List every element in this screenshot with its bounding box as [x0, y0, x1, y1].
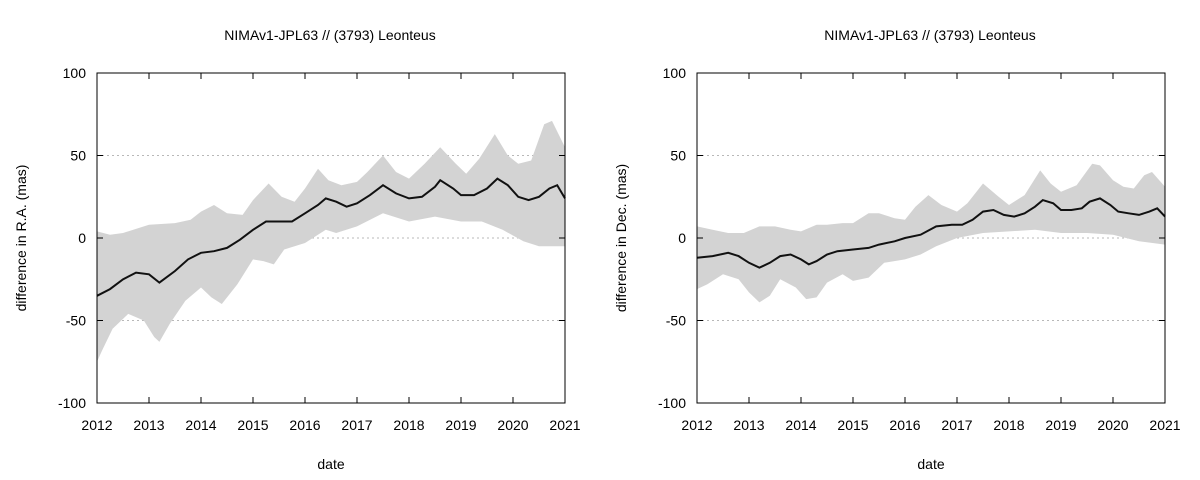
y-tick-label: 50	[670, 148, 686, 164]
x-tick-label: 2012	[681, 417, 712, 433]
x-tick-label: 2014	[185, 417, 216, 433]
x-tick-label: 2020	[497, 417, 528, 433]
chart-ra: NIMAv1-JPL63 // (3793) Leonteus 100 50 0 -50…	[13, 27, 581, 472]
x-tick-label: 2013	[133, 417, 164, 433]
y-tick-label: -50	[666, 313, 686, 329]
chart-title: NIMAv1-JPL63 // (3793) Leonteus	[824, 27, 1035, 43]
x-tick-label: 2016	[289, 417, 320, 433]
x-tick-label: 2017	[341, 417, 372, 433]
x-tick-label: 2019	[1045, 417, 1076, 433]
x-tick-label: 2013	[733, 417, 764, 433]
x-tick-label: 2015	[237, 417, 268, 433]
y-tick-label: -50	[66, 313, 86, 329]
x-tick-label: 2015	[837, 417, 868, 433]
mean-line	[96, 177, 566, 297]
x-axis-label: date	[917, 456, 944, 472]
x-tick-label: 2021	[549, 417, 580, 433]
y-tick-label: 0	[678, 230, 686, 246]
y-tick-label: -100	[58, 395, 86, 411]
x-axis-label: date	[317, 456, 344, 472]
chart-title: NIMAv1-JPL63 // (3793) Leonteus	[224, 27, 435, 43]
x-tick-label: 2017	[941, 417, 972, 433]
y-tick-label: 100	[663, 65, 687, 81]
x-tick-label: 2016	[889, 417, 920, 433]
x-tick-label: 2021	[1149, 417, 1180, 433]
x-tick-label: 2012	[81, 417, 112, 433]
y-axis-label: difference in Dec. (mas)	[613, 164, 629, 312]
y-axis-label: difference in R.A. (mas)	[13, 165, 29, 312]
uncertainty-band	[97, 120, 565, 362]
chart-dec: NIMAv1-JPL63 // (3793) Leonteus 100 50 0 -50…	[613, 27, 1181, 472]
y-tick-label: 100	[63, 65, 87, 81]
x-tick-label: 2014	[785, 417, 816, 433]
x-tick-label: 2018	[993, 417, 1024, 433]
y-tick-label: -100	[658, 395, 686, 411]
x-tick-label: 2020	[1097, 417, 1128, 433]
x-tick-label: 2018	[393, 417, 424, 433]
y-tick-label: 0	[78, 230, 86, 246]
mean-line	[696, 197, 1166, 269]
uncertainty-band	[697, 163, 1165, 303]
x-tick-label: 2019	[445, 417, 476, 433]
y-tick-label: 50	[70, 148, 86, 164]
